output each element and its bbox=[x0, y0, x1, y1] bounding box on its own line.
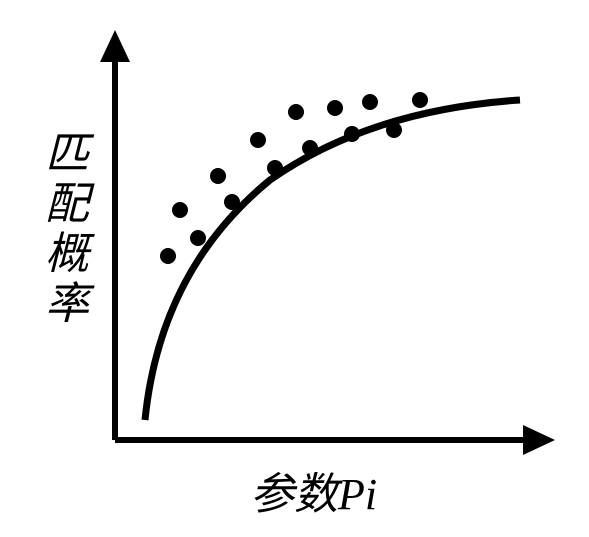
scatter-point bbox=[288, 104, 304, 120]
scatter-point bbox=[412, 92, 428, 108]
y-axis-label: 匹配概率 bbox=[30, 130, 94, 330]
x-axis-label-prefix: 参数 bbox=[250, 470, 338, 519]
y-axis-arrow bbox=[100, 30, 130, 62]
scatter-points bbox=[160, 92, 428, 264]
chart-container: 匹配概率 参数Pi bbox=[0, 0, 589, 537]
x-axis-arrow bbox=[523, 425, 555, 455]
scatter-point bbox=[362, 94, 378, 110]
scatter-point bbox=[250, 132, 266, 148]
scatter-point bbox=[160, 248, 176, 264]
scatter-point bbox=[172, 202, 188, 218]
fitted-curve bbox=[145, 100, 520, 420]
scatter-point bbox=[224, 194, 240, 210]
scatter-point bbox=[190, 230, 206, 246]
x-axis-label-var: Pi bbox=[338, 470, 377, 519]
scatter-point bbox=[344, 126, 360, 142]
scatter-point bbox=[386, 122, 402, 138]
scatter-point bbox=[327, 100, 343, 116]
scatter-point bbox=[302, 140, 318, 156]
axes bbox=[100, 30, 555, 455]
scatter-point bbox=[210, 168, 226, 184]
scatter-point bbox=[267, 160, 283, 176]
x-axis-label: 参数Pi bbox=[250, 458, 377, 522]
